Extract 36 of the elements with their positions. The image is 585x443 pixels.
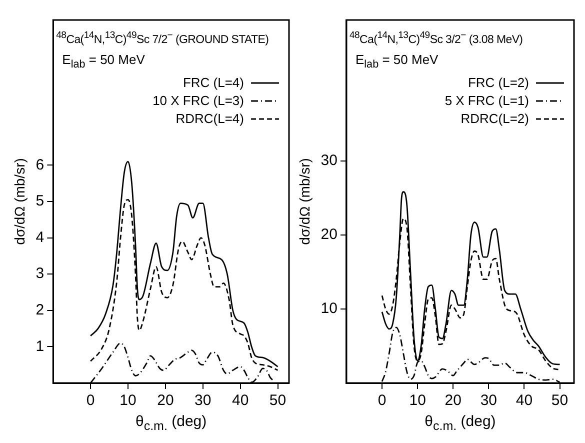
x-tick-label: 20: [157, 392, 174, 410]
legend-label: FRC (L=2): [468, 74, 529, 92]
text: E$_{lab}$ = 50 MeV: [355, 52, 440, 70]
x-tick-label: 50: [269, 392, 286, 410]
legend-label: FRC (L=4): [182, 74, 244, 92]
legend-label: 10 X FRC (L=3): [152, 92, 244, 110]
chart-title: $^{48}$Ca($^{14}$N,$^{13}$C)$^{49}$Sc 7/2$^{−}$ (GROUND STATE): [56, 30, 269, 46]
y-tick-label: 5: [36, 192, 44, 210]
y-tick-label: 10: [320, 300, 338, 318]
y-tick-label: 1: [36, 338, 44, 355]
x-tick-label: 40: [516, 392, 533, 410]
y-tick-label: 2: [36, 302, 44, 319]
x-tick-label: 30: [194, 392, 212, 410]
legend-label: 5 X FRC (L=1): [444, 92, 529, 110]
y-tick-label: 4: [36, 228, 44, 246]
y-tick-label: 3: [36, 265, 44, 282]
x-tick-label: 0: [86, 392, 95, 410]
y-tick-label: 6: [36, 156, 44, 174]
x-tick-label: 20: [444, 392, 462, 410]
x-axis-title: θ$_{c.m.}$ (deg): [424, 413, 497, 433]
x-tick-label: 0: [378, 392, 386, 410]
x-axis-title: θ$_{c.m.}$ (deg): [134, 413, 208, 433]
y-tick-label: 20: [320, 226, 338, 243]
text: E$_{lab}$ = 50 MeV: [62, 52, 146, 70]
x-tick-label: 40: [232, 392, 249, 410]
x-tick-label: 50: [551, 392, 568, 410]
y-axis-title: dσ/dΩ (mb/sr): [296, 158, 312, 245]
chart-title: $^{48}$Ca($^{14}$N,$^{13}$C)$^{49}$Sc 3/2$^{−}$ (3.08 MeV): [349, 30, 523, 46]
legend-label: RDRC(L=4): [176, 110, 244, 128]
x-tick-label: 10: [409, 392, 426, 410]
x-tick-label: 30: [480, 392, 498, 410]
x-tick-label: 10: [120, 392, 136, 410]
y-axis-title: dσ/dΩ (mb/sr): [11, 158, 28, 245]
legend-label: RDRC(L=2): [460, 110, 529, 128]
line-series: [90, 160, 278, 368]
y-tick-label: 30: [320, 152, 338, 169]
